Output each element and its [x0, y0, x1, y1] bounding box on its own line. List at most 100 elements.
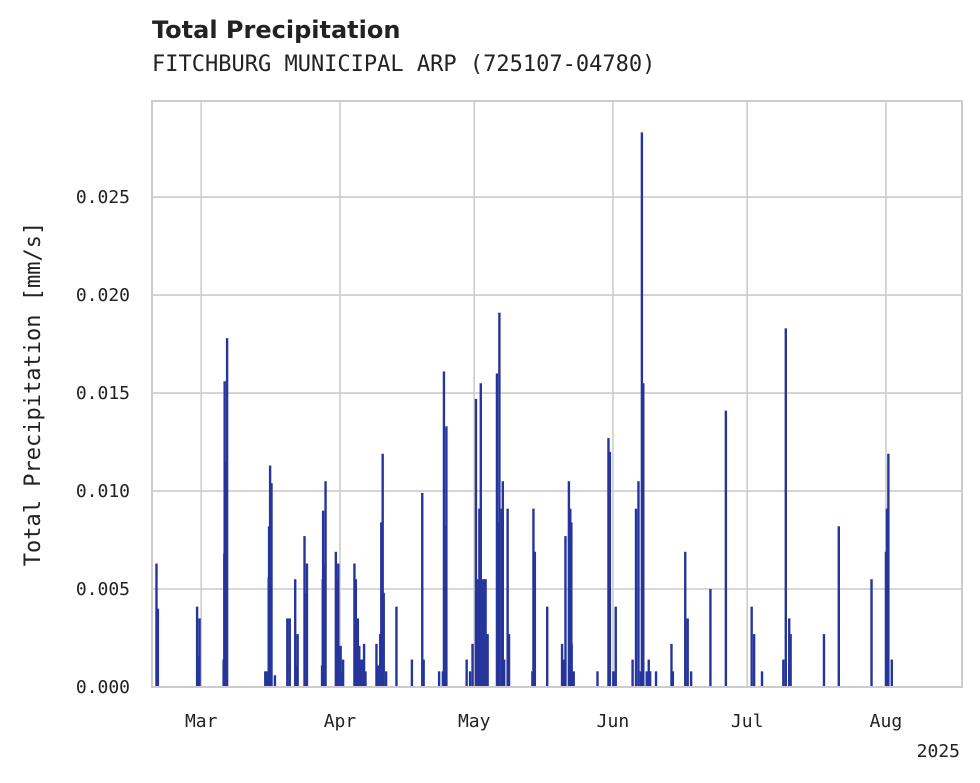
- precip-bar: [884, 551, 888, 687]
- x-axis-year-label: 2025: [917, 741, 960, 762]
- precip-bar: [340, 671, 344, 687]
- precip-bar: [437, 671, 441, 687]
- precip-bar: [870, 579, 873, 687]
- precip-bar: [384, 671, 388, 687]
- y-tick-label: 0.025: [76, 187, 130, 208]
- plot-frame: [151, 100, 963, 688]
- precip-bar: [670, 643, 673, 687]
- precip-bar: [225, 338, 229, 687]
- precip-bar: [198, 618, 201, 687]
- precip-bar: [410, 659, 414, 687]
- precip-bar: [760, 671, 764, 687]
- precip-bar: [642, 383, 645, 687]
- precip-bar: [375, 643, 378, 687]
- precip-bar: [531, 671, 534, 687]
- precip-bar: [421, 492, 424, 687]
- precip-bar: [639, 671, 643, 687]
- precip-bar: [265, 671, 268, 687]
- precip-bar: [270, 483, 273, 687]
- precip-bar: [564, 536, 567, 687]
- precip-bar: [507, 634, 511, 687]
- precip-bar: [273, 675, 277, 687]
- precip-bar: [288, 618, 291, 687]
- precip-bar: [837, 526, 840, 687]
- y-tick-label: 0.015: [76, 383, 130, 404]
- precip-bar: [484, 579, 487, 687]
- precip-bar: [822, 634, 826, 687]
- precip-bar: [479, 383, 482, 687]
- precip-bar: [224, 602, 228, 687]
- precip-bar: [195, 606, 199, 687]
- precip-bar: [380, 522, 383, 687]
- precip-bar: [339, 645, 342, 687]
- grid-lines: [152, 101, 962, 688]
- precip-bar: [607, 438, 610, 687]
- precip-bar: [486, 634, 489, 687]
- precip-bar: [640, 132, 644, 688]
- precip-bar: [750, 606, 753, 687]
- precip-bar: [480, 579, 484, 687]
- precip-bar: [532, 508, 535, 687]
- precip-bar: [264, 671, 267, 687]
- precip-bar: [474, 398, 478, 687]
- precip-bar: [321, 510, 325, 687]
- precip-bar: [684, 551, 687, 687]
- precip-bar: [570, 643, 573, 687]
- precip-bar: [422, 659, 425, 687]
- precip-bar: [686, 618, 689, 687]
- x-tick-label: Jul: [731, 711, 764, 732]
- precip-bar: [533, 551, 537, 687]
- precip-bar: [503, 659, 506, 687]
- precip-bar: [562, 659, 566, 687]
- precip-bar: [294, 579, 297, 687]
- precip-bar: [637, 481, 640, 687]
- precip-bar: [445, 426, 448, 687]
- precip-bar: [890, 659, 893, 687]
- precip-bar: [784, 328, 787, 687]
- precip-bar: [442, 371, 446, 687]
- chart-title: Total Precipitation: [152, 16, 401, 44]
- precip-bar: [709, 589, 712, 687]
- precip-bar: [381, 453, 384, 687]
- precip-bar: [223, 381, 226, 687]
- precip-bar: [471, 643, 474, 687]
- chart-subtitle: FITCHBURG MUNICIPAL ARP (725107-04780): [152, 52, 656, 77]
- precip-bar: [483, 579, 486, 687]
- x-axis-ticks: Mar Apr May Jun Jul Aug: [185, 711, 902, 732]
- precip-bar: [752, 634, 756, 687]
- x-tick-label: Mar: [185, 711, 218, 732]
- x-tick-label: May: [458, 711, 491, 732]
- precip-bar: [441, 671, 445, 687]
- precip-bar: [572, 671, 575, 687]
- precip-bar: [304, 592, 308, 687]
- precip-bar: [631, 659, 634, 687]
- y-axis-label: Total Precipitation [mm/s]: [21, 222, 46, 566]
- precip-bar: [614, 606, 617, 687]
- precip-bar: [788, 618, 791, 687]
- precip-bar: [782, 659, 785, 687]
- precip-bar: [336, 579, 339, 687]
- precip-bar: [362, 643, 366, 687]
- y-tick-label: 0.005: [76, 579, 130, 600]
- y-tick-label: 0.000: [76, 677, 130, 698]
- precip-bar: [506, 508, 509, 687]
- precip-bar: [296, 634, 299, 687]
- precip-bar: [303, 536, 306, 687]
- precip-bar: [334, 551, 338, 687]
- precip-bar: [560, 643, 564, 687]
- precip-bar: [478, 508, 481, 687]
- precip-bar: [354, 579, 358, 687]
- precip-bar: [295, 665, 298, 687]
- precip-bar: [359, 659, 362, 687]
- precip-bar: [361, 659, 364, 687]
- precip-bar: [498, 312, 501, 687]
- precip-bar: [155, 563, 158, 687]
- precip-bar: [608, 451, 612, 687]
- x-tick-label: Apr: [324, 711, 357, 732]
- x-tick-label: Jun: [597, 711, 630, 732]
- precip-bar: [634, 508, 638, 687]
- precip-bar: [324, 481, 327, 687]
- precip-bar: [376, 665, 380, 687]
- precip-bar: [789, 634, 792, 687]
- precip-bar: [267, 526, 271, 687]
